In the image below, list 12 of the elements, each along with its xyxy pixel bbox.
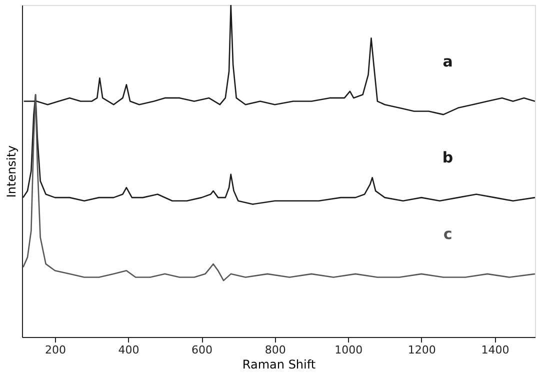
y-axis-title: Intensity [4,145,18,198]
x-tick-label: 1200 [408,344,436,356]
text: a [442,52,453,70]
x-tick-label: 1000 [334,344,363,356]
x-tick-label: 200 [44,344,66,356]
x-tick-label: 800 [264,344,286,356]
x-tick-label: 600 [192,344,213,356]
x-tick-label: 1400 [481,344,510,356]
text: c [443,225,452,244]
x-axis-title: Raman Shift [242,358,316,372]
text: b [442,148,454,167]
x-tick-label: 400 [118,344,140,356]
